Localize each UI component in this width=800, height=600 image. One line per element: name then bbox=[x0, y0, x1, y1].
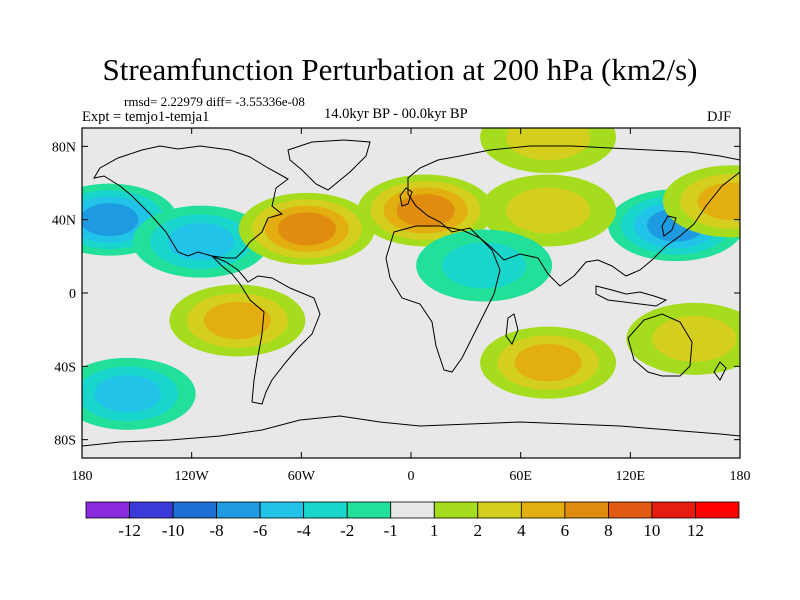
coastlines bbox=[82, 139, 740, 447]
contour-band bbox=[94, 375, 162, 413]
coastline-greenland bbox=[287, 139, 371, 191]
x-tick-label: 60E bbox=[509, 469, 532, 484]
x-tick-label: 120W bbox=[175, 469, 210, 484]
colorbar-swatch bbox=[346, 501, 392, 519]
colorbar-swatch bbox=[259, 501, 305, 519]
colorbar-swatch bbox=[129, 501, 174, 519]
field-feature bbox=[626, 302, 740, 375]
colorbar-label: 1 bbox=[430, 521, 439, 540]
colorbar-label: -8 bbox=[210, 521, 224, 540]
colorbar-label: 2 bbox=[474, 521, 483, 540]
colorbar-label: -2 bbox=[340, 521, 354, 540]
colorbar-label: -12 bbox=[118, 521, 141, 540]
colorbar-swatch bbox=[477, 501, 522, 519]
coastline-japan bbox=[661, 215, 677, 237]
contour-band bbox=[506, 187, 591, 234]
coastline-new-zealand bbox=[713, 361, 727, 381]
colorbar-label: -6 bbox=[253, 521, 267, 540]
colorbar-swatch bbox=[172, 501, 217, 519]
chart-title: Streamfunction Perturbation at 200 hPa (… bbox=[102, 52, 698, 87]
field-feature bbox=[480, 174, 617, 247]
coastline-indonesia bbox=[595, 285, 668, 307]
colorbar-swatch bbox=[216, 501, 261, 519]
x-tick-label: 180 bbox=[72, 469, 93, 484]
contour-band bbox=[514, 344, 582, 382]
y-tick-label: 80S bbox=[54, 434, 76, 449]
y-tick-label: 80N bbox=[52, 140, 76, 155]
coastline-australia bbox=[627, 313, 693, 377]
contour-band bbox=[396, 194, 455, 227]
field-feature bbox=[480, 326, 617, 399]
field-feature bbox=[82, 183, 178, 256]
colorbar-swatch bbox=[303, 501, 348, 519]
contour-band bbox=[506, 128, 591, 161]
y-tick-label: 40N bbox=[52, 214, 76, 229]
colorbar-label: 4 bbox=[517, 521, 526, 540]
colorbar-label: 8 bbox=[604, 521, 613, 540]
colorbar-swatch bbox=[651, 501, 696, 519]
x-tick-label: 180 bbox=[730, 469, 751, 484]
contour-band bbox=[82, 203, 139, 237]
y-tick-label: 0 bbox=[69, 287, 76, 302]
contour-band bbox=[442, 242, 527, 289]
field-feature bbox=[238, 192, 375, 265]
coastline-madagascar bbox=[505, 313, 519, 345]
y-tick-label: 40S bbox=[54, 360, 76, 375]
contour-band bbox=[697, 182, 740, 220]
coastline-eurasia bbox=[407, 145, 740, 287]
colorbar-label: -1 bbox=[384, 521, 398, 540]
coastline-south-america bbox=[211, 255, 321, 405]
stats-text: rmsd= 2.22979 diff= -3.55336e-08 bbox=[124, 94, 305, 109]
coastline-antarctica bbox=[82, 415, 740, 447]
colorbar-label: 6 bbox=[561, 521, 570, 540]
contour-band bbox=[652, 315, 737, 362]
field-feature bbox=[169, 284, 306, 357]
period-label: 14.0kyr BP - 00.0kyr BP bbox=[324, 106, 468, 122]
colorbar-swatch bbox=[564, 501, 609, 519]
season-label: DJF bbox=[707, 109, 732, 125]
colorbar-swatch bbox=[608, 501, 653, 519]
coastline-north-america bbox=[92, 145, 289, 259]
contour-band bbox=[204, 301, 271, 340]
field-feature bbox=[357, 174, 494, 247]
colorbar-label: 12 bbox=[687, 521, 704, 540]
experiment-label: Expt = temjo1-temja1 bbox=[82, 109, 210, 125]
coastline-africa bbox=[385, 225, 501, 373]
field-feature bbox=[82, 357, 196, 430]
colorbar-swatch bbox=[85, 501, 130, 519]
x-tick-label: 120E bbox=[616, 469, 646, 484]
colorbar-swatch bbox=[433, 501, 479, 519]
contour-band bbox=[167, 223, 235, 261]
colorbar-swatch bbox=[695, 501, 740, 519]
colorbar-swatch bbox=[520, 501, 566, 519]
x-tick-label: 60W bbox=[288, 469, 316, 484]
colorbar-label: -4 bbox=[297, 521, 312, 540]
colorbar-label: 10 bbox=[643, 521, 660, 540]
field-feature bbox=[416, 229, 553, 302]
contour-band bbox=[277, 212, 336, 246]
field-feature bbox=[480, 128, 617, 174]
coastline-uk bbox=[399, 187, 413, 207]
colorbar-swatch bbox=[390, 501, 435, 519]
field-feature bbox=[132, 205, 269, 278]
colorbar-label: -10 bbox=[162, 521, 185, 540]
x-tick-label: 0 bbox=[408, 469, 415, 484]
